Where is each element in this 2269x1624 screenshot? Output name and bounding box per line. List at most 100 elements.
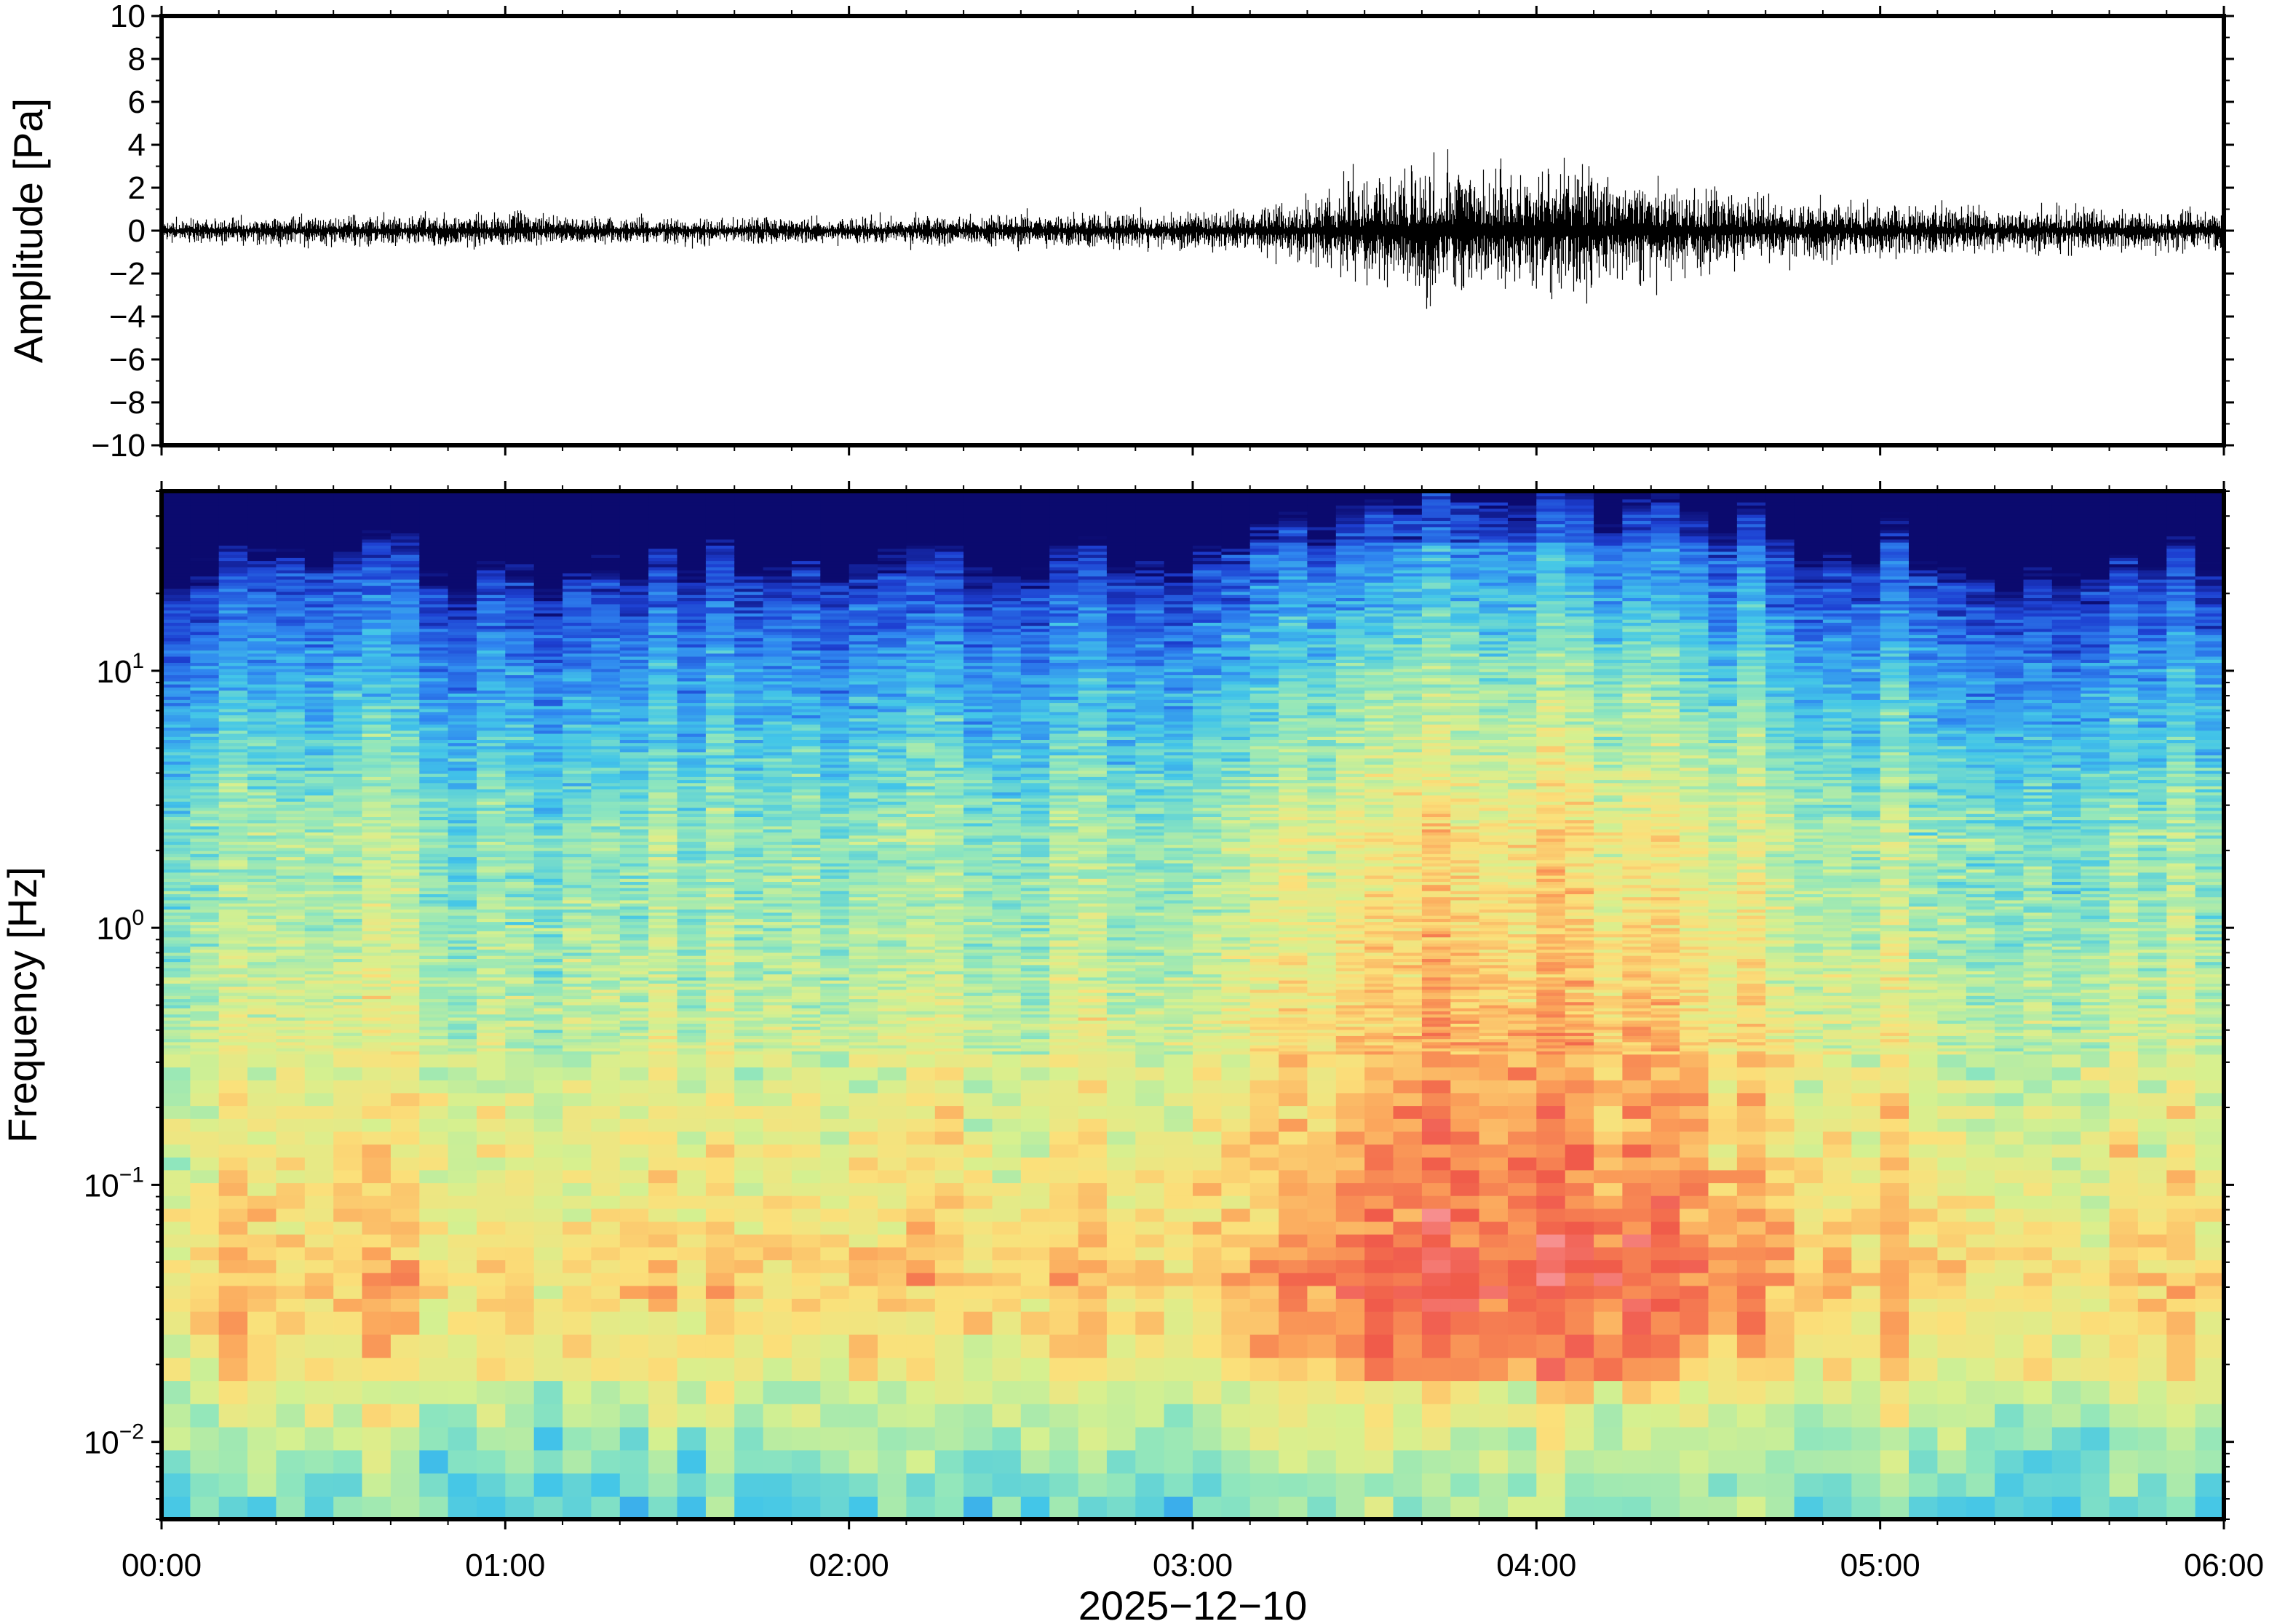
spectrogram-cell xyxy=(333,616,362,620)
spectrogram-cell xyxy=(792,885,821,888)
spectrogram-cell xyxy=(505,1042,534,1046)
spectrogram-cell xyxy=(648,576,677,580)
spectrogram-cell xyxy=(190,582,219,586)
spectrogram-cell xyxy=(162,1118,191,1132)
spectrogram-cell xyxy=(505,915,534,919)
spectrogram-cell xyxy=(305,915,334,919)
spectrogram-cell xyxy=(534,1002,563,1006)
spectrogram-cell xyxy=(276,1247,305,1261)
spectrogram-cell xyxy=(591,727,620,731)
spectrogram-cell xyxy=(706,693,735,697)
spectrogram-cell xyxy=(477,1450,506,1474)
spectrogram-cell xyxy=(419,560,448,564)
spectrogram-cell xyxy=(162,940,191,944)
spectrogram-cell xyxy=(763,1182,792,1196)
spectrogram-cell xyxy=(763,607,792,610)
spectrogram-cell xyxy=(276,1334,305,1358)
spectrogram-cell xyxy=(391,567,420,570)
spectrogram-cell xyxy=(333,687,362,690)
spectrogram-cell xyxy=(362,495,392,499)
spectrogram-cell xyxy=(505,1496,534,1520)
spectrogram-cell xyxy=(706,900,735,904)
spectrogram-cell xyxy=(648,1051,677,1054)
spectrogram-cell xyxy=(190,1358,219,1382)
spectrogram-cell xyxy=(391,1051,420,1054)
spectrogram-cell xyxy=(391,505,420,509)
spectrogram-cell xyxy=(477,1427,506,1451)
spectrogram-cell xyxy=(477,860,506,864)
spectrogram-cell xyxy=(706,662,735,666)
spectrogram-cell xyxy=(305,1035,334,1039)
spectrogram-cell xyxy=(333,1427,362,1451)
spectrogram-cell xyxy=(648,1182,677,1196)
spectrogram-cell xyxy=(591,1020,620,1024)
spectrogram-cell xyxy=(276,505,305,509)
spectrogram-cell xyxy=(763,1450,792,1474)
spectrogram-cell xyxy=(677,980,707,984)
spectrogram-cell xyxy=(677,1259,707,1273)
spectrogram-cell xyxy=(477,986,506,990)
spectrogram-cell xyxy=(305,512,334,515)
spectrogram-cell xyxy=(333,891,362,894)
spectrogram-cell xyxy=(534,829,563,832)
spectrogram-cell xyxy=(162,955,191,959)
spectrogram-cell xyxy=(333,980,362,984)
spectrogram-cell xyxy=(362,1195,392,1209)
spectrogram-cell xyxy=(333,1209,362,1222)
spectrogram-cell xyxy=(448,647,477,650)
spectrogram-cell xyxy=(534,909,563,912)
spectrogram-cell xyxy=(305,1157,334,1171)
spectrogram-cell xyxy=(648,582,677,586)
spectrogram-cell xyxy=(305,1067,334,1080)
spectrogram-cell xyxy=(362,1020,392,1024)
spectrogram-cell xyxy=(219,931,248,934)
spectrogram-cell xyxy=(190,1093,219,1107)
spectrogram-cell xyxy=(563,1131,592,1145)
spectrogram-cell xyxy=(362,512,392,515)
spectrogram-cell xyxy=(763,1080,792,1094)
spectrogram-cell xyxy=(734,789,763,792)
spectrogram-cell xyxy=(591,662,620,666)
spectrogram-cell xyxy=(706,909,735,912)
spectrogram-cell xyxy=(563,820,592,824)
spectrogram-cell xyxy=(620,900,649,904)
spectrogram-cell xyxy=(792,1067,821,1080)
spectrogram-cell xyxy=(563,647,592,650)
waveform-y-tick-label: 6 xyxy=(128,84,146,120)
spectrogram-cell xyxy=(333,758,362,762)
spectrogram-cell xyxy=(162,1144,191,1158)
spectrogram-cell xyxy=(333,678,362,682)
spectrogram-cell xyxy=(677,915,707,919)
spectrogram-cell xyxy=(505,536,534,540)
spectrogram-cell xyxy=(505,1131,534,1145)
spectrogram-cell xyxy=(419,931,448,934)
spectrogram-cell xyxy=(620,1286,649,1299)
spectrogram-cell xyxy=(391,1027,420,1030)
spectrogram-cell xyxy=(734,980,763,984)
spectrogram-cell xyxy=(276,1286,305,1299)
spectrogram-cell xyxy=(419,505,448,509)
spectrogram-cell xyxy=(734,495,763,499)
spectrogram-cell xyxy=(677,622,707,626)
spectrogram-cell xyxy=(677,965,707,968)
spectrogram-cell xyxy=(620,693,649,697)
spectrogram-cell xyxy=(190,1221,219,1235)
spectrogram-cell xyxy=(505,1247,534,1261)
spectrogram-cell xyxy=(333,727,362,731)
spectrogram-cell xyxy=(219,980,248,984)
spectrogram-cell xyxy=(276,495,305,499)
spectrogram-cell xyxy=(620,1118,649,1132)
spectrogram-cell xyxy=(706,940,735,944)
spectrogram-cell xyxy=(362,1042,392,1046)
spectrogram-cell xyxy=(190,1427,219,1451)
spectrogram-cell xyxy=(219,1105,248,1119)
spectrogram-cell xyxy=(677,925,707,928)
spectrogram-cell xyxy=(391,1195,420,1209)
spectrogram-cell xyxy=(190,1054,219,1068)
spectrogram-cell xyxy=(247,1247,277,1261)
spectrogram-cell xyxy=(792,1105,821,1119)
spectrogram-cell xyxy=(219,1259,248,1273)
spectrogram-cell xyxy=(391,955,420,959)
spectrogram-cell xyxy=(563,727,592,731)
spectrogram-cell xyxy=(677,860,707,864)
